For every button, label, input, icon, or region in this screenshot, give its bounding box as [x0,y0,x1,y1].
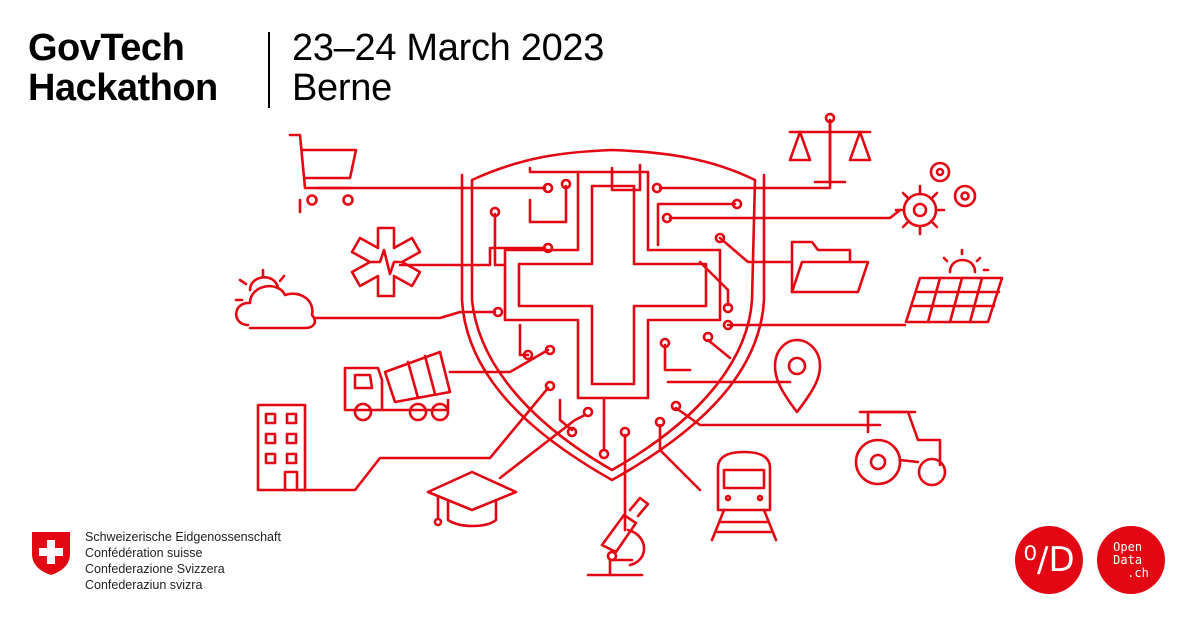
opendata-logo: ⁰∕D [1015,526,1083,594]
opendata-badge-line1: Open [1113,539,1143,554]
cement-truck-icon [343,350,452,422]
graduation-cap-icon [426,470,518,528]
header-divider [268,32,270,108]
opendata-badge-line2: Data [1113,552,1143,567]
event-details: 23–24 March 2023 Berne [292,28,604,108]
building-icon [256,403,307,492]
confederation-names: Schweizerische Eidgenossenschaft Confédé… [85,529,281,593]
confederation-name-de: Schweizerische Eidgenossenschaft [85,530,281,544]
confederation-name-it: Confederazione Svizzera [85,562,225,576]
confederation-name-rm: Confederaziun svizra [85,578,203,592]
event-title-line1: GovTech [28,27,185,69]
gears-icon [894,161,977,236]
scales-icon [788,112,872,184]
train-icon [710,450,778,542]
event-date: 23–24 March 2023 [292,27,605,69]
opendata-badge: Open Data .ch [1097,526,1165,594]
tractor-icon [854,410,947,487]
location-pin-icon [773,338,822,414]
event-title: GovTech Hackathon [28,28,218,108]
microscope-icon [586,496,650,577]
swiss-cross-logo-icon [32,532,70,575]
shopping-cart-icon [288,133,358,206]
event-location: Berne [292,67,392,109]
folder-icon [790,240,870,294]
confederation-name-fr: Confédération suisse [85,546,203,560]
medical-star-icon [350,226,422,298]
opendata-logo-symbol: ⁰∕D [1023,540,1075,580]
event-title-line2: Hackathon [28,67,218,109]
swiss-shield-circuit-icon [460,148,766,482]
opendata-badge-line3: .ch [1127,565,1149,580]
weather-icon [234,268,317,330]
solar-panel-icon [904,248,1004,324]
